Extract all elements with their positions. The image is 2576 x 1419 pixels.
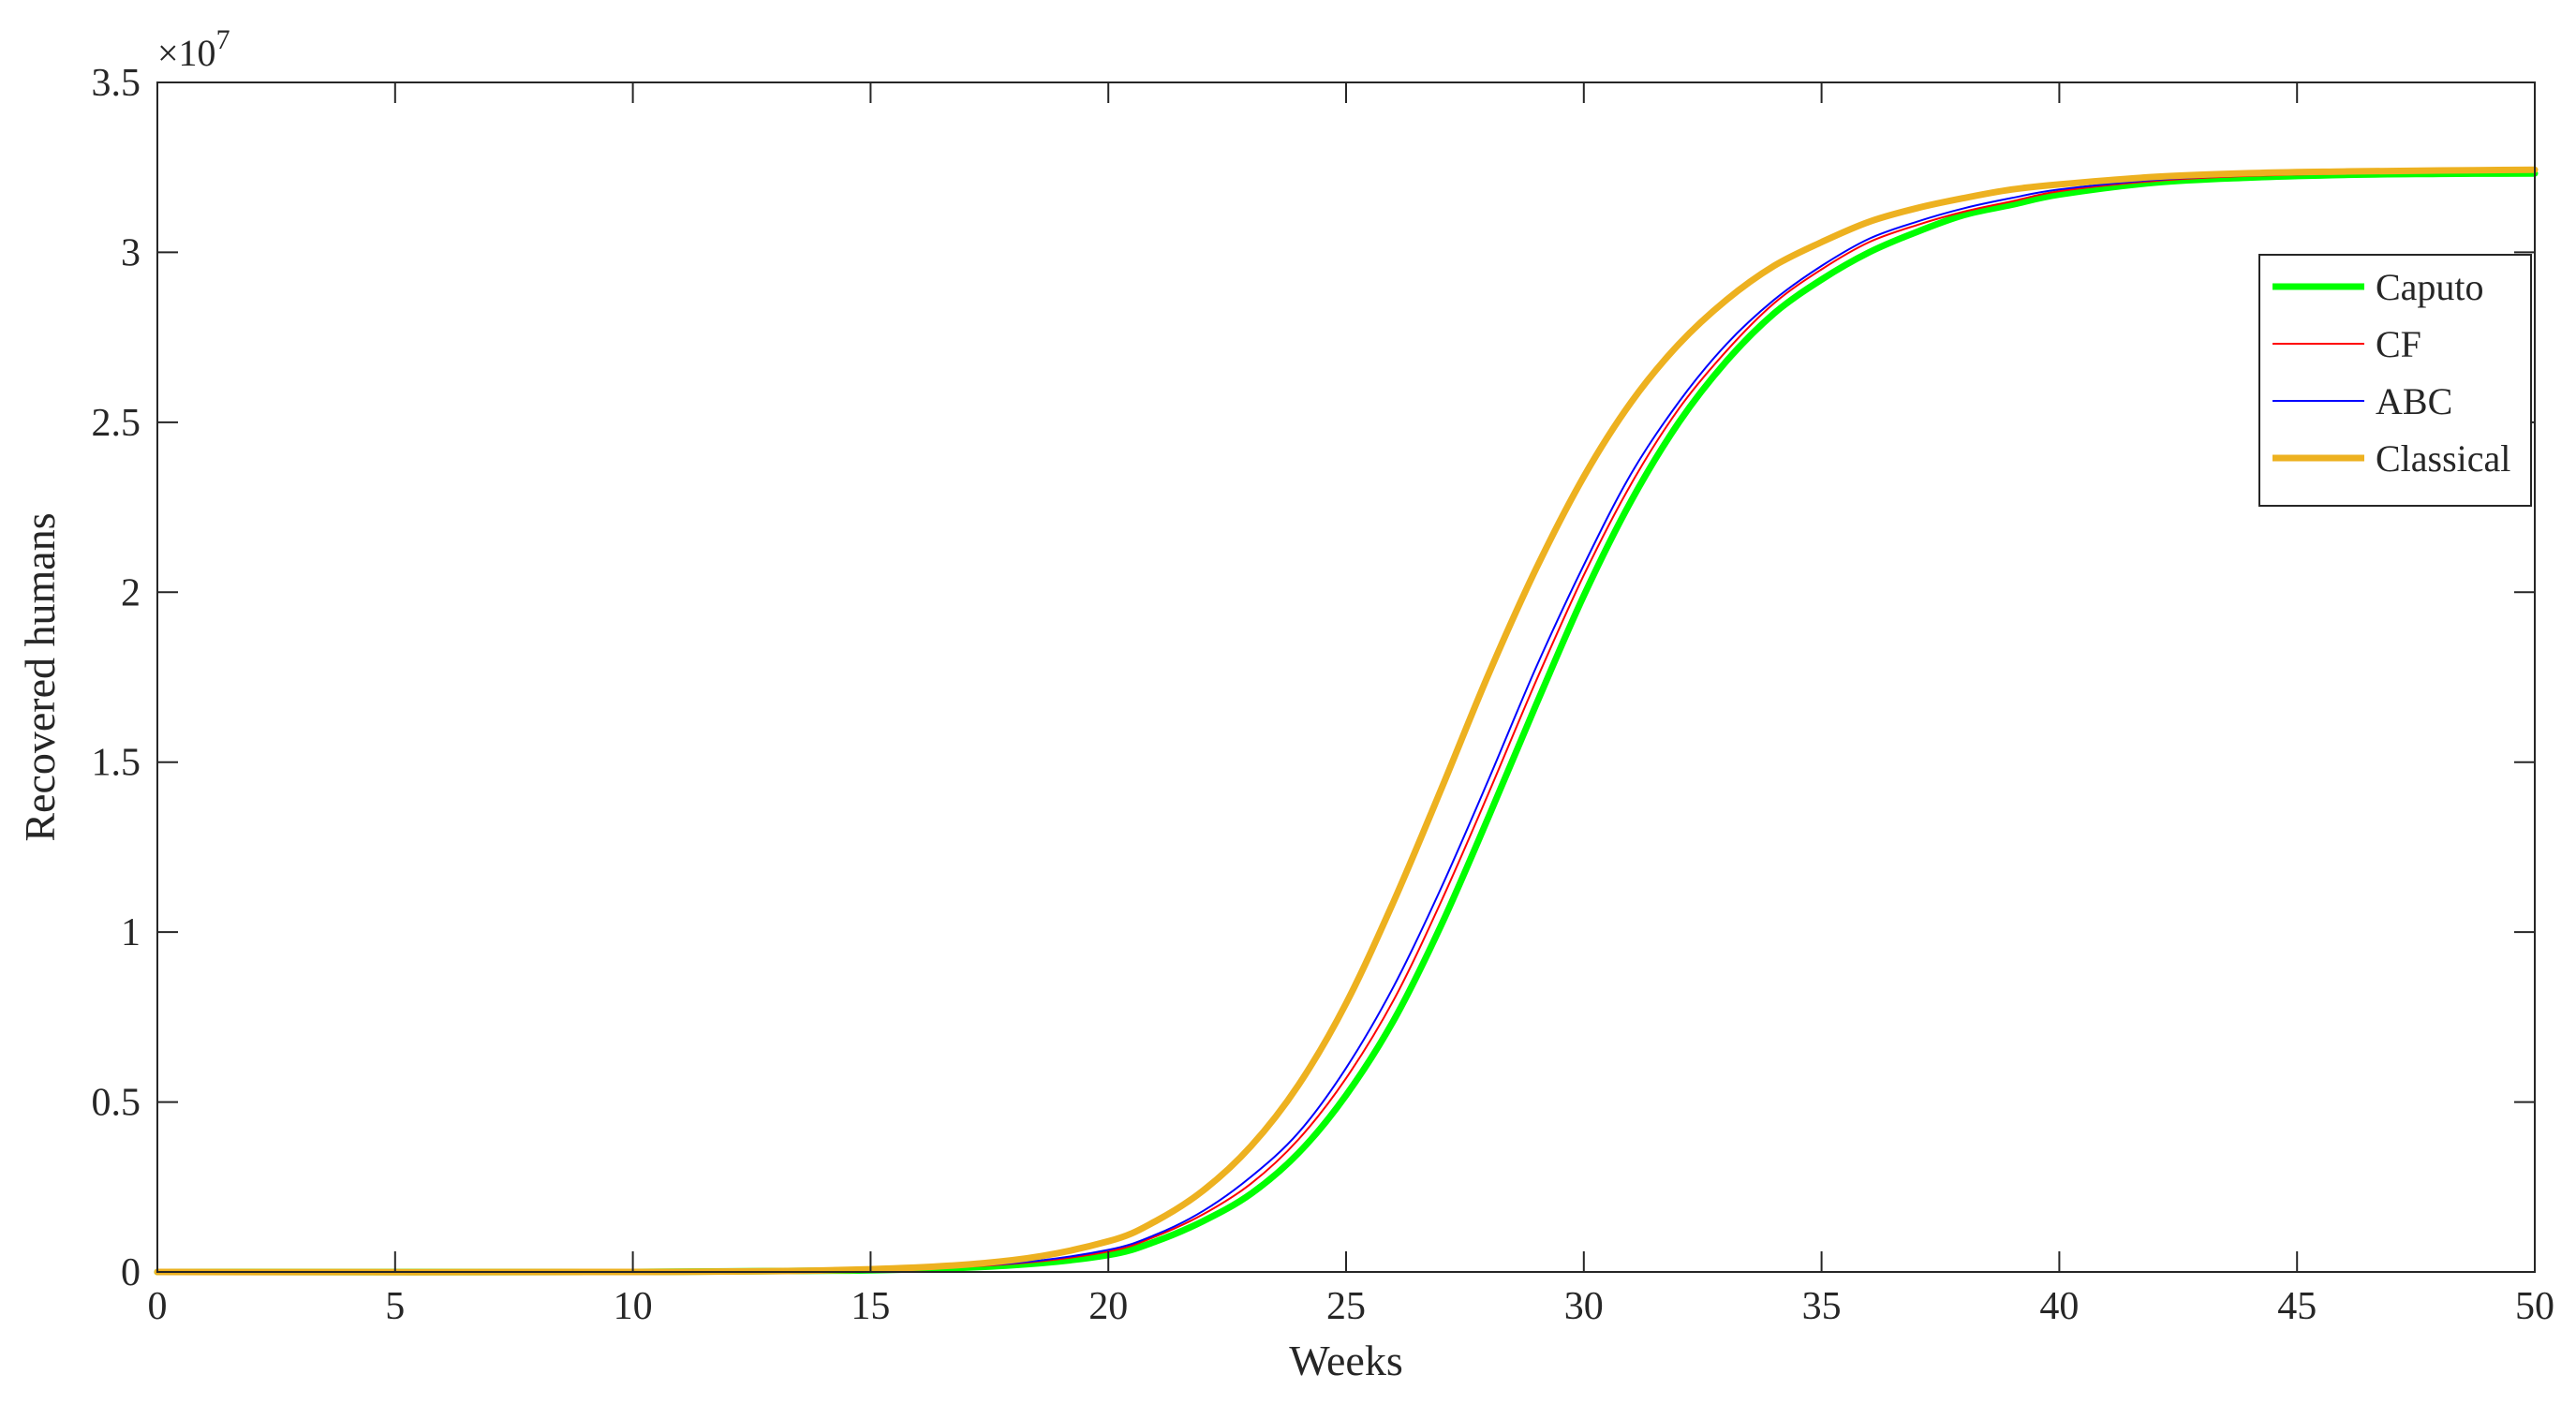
y-tick-label: 0 [121,1251,141,1294]
y-tick-label: 2.5 [92,402,141,445]
x-tick-label: 15 [851,1285,890,1328]
series-layer [154,166,2539,1276]
x-tick-label: 25 [1326,1285,1366,1328]
series-line-classical [154,166,2539,1276]
y-axis-exponent-power: 7 [216,24,230,55]
x-tick-label: 35 [1802,1285,1842,1328]
x-tick-label: 20 [1088,1285,1128,1328]
legend-label: ABC [2376,380,2452,422]
series-line-caputo [154,170,2539,1276]
y-tick-label: 3.5 [92,62,141,105]
x-tick-label: 45 [2277,1285,2317,1328]
x-axis-ticks: 0 5 10 15 20 25 30 35 40 45 50 [148,82,2554,1328]
y-axis-label: Recovered humans [16,512,64,841]
y-axis-ticks: 0 0.5 1 1.5 2 2.5 3 3.5 [92,62,2535,1294]
x-tick-label: 10 [614,1285,653,1328]
legend-label: Caputo [2376,266,2484,308]
y-tick-label: 1.5 [92,742,141,785]
y-tick-label: 3 [121,231,141,274]
y-tick-label: 0.5 [92,1082,141,1125]
x-tick-label: 5 [385,1285,405,1328]
x-tick-label: 0 [148,1285,168,1328]
x-tick-label: 30 [1564,1285,1604,1328]
series-line-abc [156,170,2536,1274]
series-line-cf [156,170,2536,1274]
x-tick-label: 50 [2515,1285,2554,1328]
y-axis-exponent-base: ×10 [157,32,216,74]
x-tick-label: 40 [2039,1285,2079,1328]
y-axis-exponent: ×107 [157,24,230,74]
legend: Caputo CF ABC Classical [2258,254,2532,507]
legend-box [2258,254,2532,507]
y-tick-label: 2 [121,571,141,614]
x-axis-label: Weeks [1289,1337,1402,1384]
legend-label: CF [2376,323,2421,365]
y-tick-label: 1 [121,911,141,954]
legend-label: Classical [2376,437,2510,480]
